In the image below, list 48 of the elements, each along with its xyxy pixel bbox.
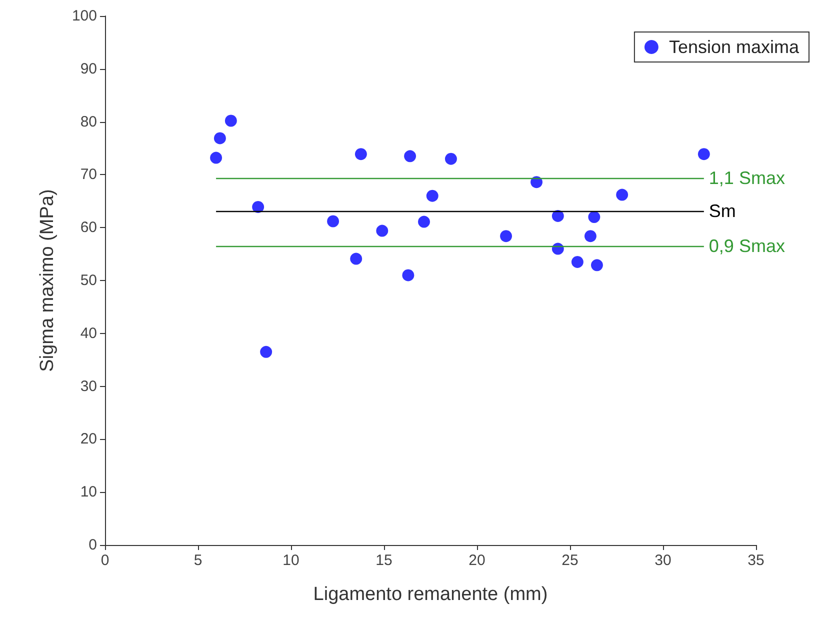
point bbox=[571, 256, 584, 268]
point bbox=[260, 346, 272, 358]
point bbox=[214, 132, 226, 144]
y-tick-label: 10 bbox=[80, 484, 97, 501]
point bbox=[376, 224, 388, 237]
point bbox=[698, 148, 710, 160]
y-tick-label: 50 bbox=[80, 272, 97, 289]
x-tick-label: 20 bbox=[468, 552, 486, 569]
point bbox=[616, 188, 628, 201]
x-axis-title: Ligamento remanente (mm) bbox=[313, 584, 548, 605]
point bbox=[354, 148, 367, 160]
y-tick-label: 30 bbox=[80, 378, 97, 395]
point bbox=[224, 114, 237, 127]
point bbox=[350, 252, 362, 265]
legend-label: Tension maxima bbox=[668, 37, 800, 57]
point bbox=[584, 230, 596, 242]
x-tick-label: 35 bbox=[748, 552, 764, 569]
point bbox=[210, 152, 222, 164]
y-tick-label: 70 bbox=[80, 166, 97, 184]
point bbox=[552, 210, 564, 222]
x-tick-label: 30 bbox=[654, 552, 672, 569]
x-tick-label: 15 bbox=[376, 552, 392, 569]
y-tick-label: 80 bbox=[80, 113, 97, 130]
x-tick-label: 10 bbox=[282, 552, 300, 569]
x-tick-label: 25 bbox=[562, 552, 578, 569]
point bbox=[500, 230, 512, 242]
ref-line-label: 1,1 Smax bbox=[708, 168, 785, 188]
point bbox=[530, 176, 543, 188]
ref-line-label: Sm bbox=[708, 201, 736, 222]
ref-line-label: 0,9 Smax bbox=[708, 236, 785, 256]
y-tick-label: 20 bbox=[80, 430, 97, 448]
y-tick-label: 60 bbox=[80, 219, 97, 236]
point bbox=[588, 211, 600, 224]
point bbox=[426, 190, 438, 202]
y-tick-label: 100 bbox=[72, 8, 97, 24]
point bbox=[327, 215, 340, 228]
point bbox=[444, 152, 457, 165]
point bbox=[590, 259, 603, 272]
point bbox=[418, 216, 430, 228]
y-tick-label: 0 bbox=[88, 536, 97, 554]
point bbox=[252, 200, 264, 213]
point bbox=[404, 150, 416, 162]
point bbox=[402, 269, 414, 282]
x-tick-label: 0 bbox=[100, 552, 110, 569]
y-tick-label: 40 bbox=[80, 324, 97, 342]
x-tick-label: 5 bbox=[194, 552, 202, 569]
y-axis-title: Sigma maximo (MPa) bbox=[37, 189, 58, 372]
y-tick-label: 90 bbox=[80, 60, 97, 78]
